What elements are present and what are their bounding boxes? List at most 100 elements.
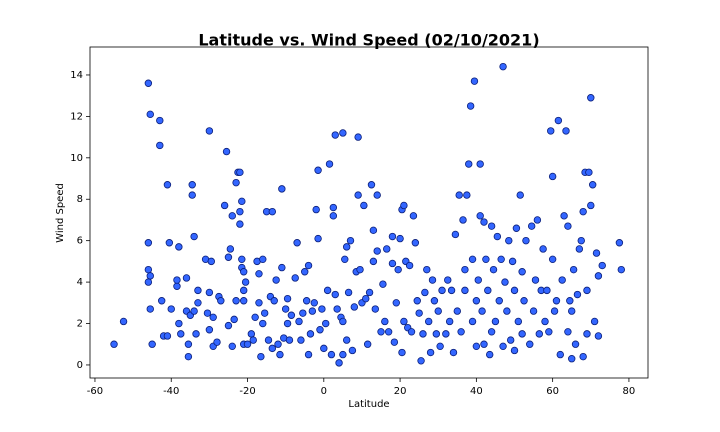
scatter-point — [392, 299, 400, 307]
scatter-point — [243, 340, 252, 348]
scatter-point — [236, 168, 244, 177]
scatter-point — [240, 297, 248, 305]
scatter-point — [348, 346, 357, 355]
scatter-point — [505, 236, 513, 245]
scatter-point — [474, 276, 482, 284]
scatter-point — [436, 342, 444, 351]
scatter-point — [417, 357, 425, 365]
scatter-point — [547, 127, 555, 135]
plot-area — [110, 62, 626, 367]
scatter-point — [146, 110, 154, 119]
scatter-point — [110, 340, 118, 348]
scatter-point — [344, 288, 353, 297]
scatter-point — [287, 311, 296, 319]
scatter-point — [167, 305, 175, 313]
scatter-point — [487, 222, 496, 230]
scatter-point — [283, 294, 292, 303]
scatter-point — [146, 272, 154, 280]
x-tick-label: 60 — [546, 386, 559, 397]
scatter-point — [579, 207, 587, 216]
scatter-point — [428, 276, 437, 284]
scatter-point — [482, 255, 490, 264]
x-tick-label: -60 — [87, 386, 103, 397]
scatter-point — [449, 348, 458, 357]
scatter-point — [192, 330, 200, 338]
scatter-point — [369, 257, 378, 266]
scatter-point — [236, 207, 244, 216]
scatter-point — [360, 201, 368, 210]
scatter-point — [445, 317, 454, 326]
scatter-point — [486, 350, 494, 359]
scatter-point — [569, 265, 578, 274]
scatter-point — [331, 131, 339, 139]
scatter-point — [339, 317, 347, 326]
scatter-point — [432, 330, 441, 338]
scatter-point — [568, 307, 576, 315]
scatter-point — [430, 297, 439, 305]
scatter-point — [592, 249, 601, 257]
scatter-point — [438, 286, 446, 295]
scatter-point — [314, 234, 322, 243]
scatter-point — [577, 236, 585, 245]
scatter-point — [480, 340, 488, 348]
scatter-point — [205, 288, 214, 297]
scatter-point — [165, 239, 174, 247]
scatter-point — [468, 317, 477, 326]
scatter-point — [617, 265, 626, 274]
scatter-point — [472, 297, 481, 305]
scatter-point — [489, 265, 498, 274]
scatter-point — [453, 307, 461, 315]
y-tick-label: 10 — [70, 153, 83, 164]
scatter-point — [119, 317, 128, 326]
scatter-point — [314, 166, 322, 174]
scatter-point — [318, 305, 326, 313]
scatter-point — [299, 309, 307, 317]
scatter-point — [594, 332, 603, 340]
scatter-point — [415, 309, 423, 317]
scatter-point — [257, 352, 265, 361]
scatter-point — [548, 255, 557, 264]
scatter-point — [329, 203, 338, 212]
scatter-point — [144, 265, 153, 274]
scatter-point — [495, 297, 503, 305]
scatter-point — [522, 236, 530, 245]
scatter-point — [259, 319, 267, 328]
scatter-point — [232, 178, 240, 187]
scatter-point — [499, 342, 507, 351]
scatter-point — [590, 317, 599, 326]
scatter-point — [146, 305, 154, 313]
scatter-point — [304, 261, 313, 270]
scatter-point — [283, 319, 292, 328]
scatter-point — [220, 201, 229, 210]
scatter-point — [585, 168, 593, 177]
scatter-point — [394, 265, 402, 274]
scatter-point — [468, 255, 477, 264]
scatter-point — [188, 191, 196, 199]
scatter-point — [228, 212, 236, 220]
scatter-point — [222, 147, 231, 156]
scatter-point — [333, 305, 341, 313]
scatter-point — [238, 197, 246, 206]
scatter-point — [297, 336, 305, 344]
scatter-point — [331, 290, 339, 299]
scatter-point — [158, 297, 166, 305]
scatter-point — [365, 288, 374, 297]
scatter-point — [527, 222, 536, 230]
scatter-point — [566, 297, 574, 305]
scatter-point — [501, 278, 509, 286]
scatter-point — [163, 332, 172, 340]
scatter-point — [236, 220, 244, 228]
chart-title: Latitude vs. Wind Speed (02/10/2021) — [198, 31, 539, 50]
scatter-point — [506, 336, 515, 344]
scatter-point — [228, 342, 236, 351]
y-tick-label: 0 — [77, 360, 83, 371]
scatter-point — [531, 276, 540, 284]
scatter-point — [594, 272, 603, 280]
scatter-point — [312, 205, 320, 214]
scatter-point — [535, 330, 543, 338]
scatter-point — [484, 286, 492, 295]
scatter-point — [268, 207, 277, 216]
scatter-point — [356, 265, 364, 274]
scatter-point — [144, 239, 153, 247]
scatter-point — [444, 276, 452, 284]
